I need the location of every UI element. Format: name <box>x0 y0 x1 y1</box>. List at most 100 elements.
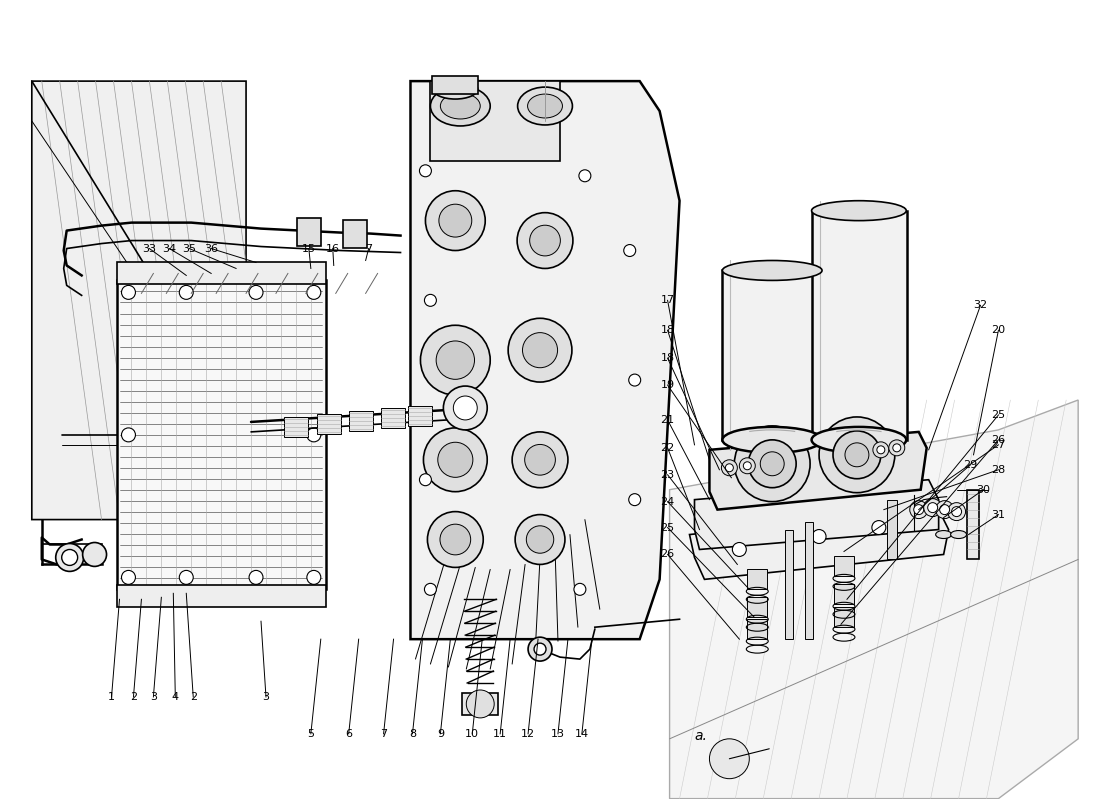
Text: 30: 30 <box>977 485 990 494</box>
Polygon shape <box>670 400 1078 798</box>
Circle shape <box>517 213 573 269</box>
Text: a.: a. <box>694 729 707 743</box>
Circle shape <box>121 286 135 299</box>
Text: 27: 27 <box>991 440 1005 450</box>
Ellipse shape <box>430 86 491 126</box>
Bar <box>747 570 767 590</box>
Bar <box>462 693 498 715</box>
Ellipse shape <box>936 530 952 538</box>
Circle shape <box>735 426 810 502</box>
Circle shape <box>425 583 437 595</box>
Ellipse shape <box>812 201 906 221</box>
Circle shape <box>436 341 474 379</box>
Text: 3: 3 <box>150 692 157 702</box>
Text: 2: 2 <box>189 692 197 702</box>
Bar <box>408 406 432 426</box>
Circle shape <box>419 474 431 486</box>
Circle shape <box>910 501 927 518</box>
Text: 20: 20 <box>991 326 1005 335</box>
Polygon shape <box>32 81 246 519</box>
Bar <box>430 81 560 161</box>
Text: 16: 16 <box>326 243 340 254</box>
Circle shape <box>179 570 194 584</box>
Circle shape <box>307 428 321 442</box>
Bar <box>343 220 366 247</box>
Text: 26: 26 <box>660 550 674 559</box>
Circle shape <box>579 170 591 182</box>
Circle shape <box>889 440 905 456</box>
Circle shape <box>924 498 942 517</box>
Circle shape <box>629 374 640 386</box>
Circle shape <box>877 446 884 454</box>
Bar <box>834 557 854 576</box>
Circle shape <box>508 318 572 382</box>
Circle shape <box>443 386 487 430</box>
Bar <box>317 414 341 434</box>
Circle shape <box>82 542 107 566</box>
Circle shape <box>914 505 924 514</box>
Circle shape <box>748 440 796 488</box>
Circle shape <box>121 570 135 584</box>
Circle shape <box>513 432 568 488</box>
Circle shape <box>426 190 485 250</box>
Circle shape <box>249 570 263 584</box>
Circle shape <box>947 502 966 521</box>
Circle shape <box>438 442 473 478</box>
Circle shape <box>515 514 565 565</box>
Text: 36: 36 <box>205 243 218 254</box>
Bar <box>117 262 326 285</box>
Bar <box>349 411 373 431</box>
Bar <box>117 586 326 607</box>
Circle shape <box>420 326 491 395</box>
Bar <box>117 281 326 590</box>
Text: 4: 4 <box>172 692 179 702</box>
Circle shape <box>466 690 494 718</box>
Text: 23: 23 <box>660 470 674 480</box>
Text: 29: 29 <box>964 460 978 470</box>
Circle shape <box>62 550 78 566</box>
Circle shape <box>419 165 431 177</box>
Text: 2: 2 <box>130 692 138 702</box>
Circle shape <box>526 526 553 554</box>
Circle shape <box>820 417 894 493</box>
Circle shape <box>952 506 961 517</box>
Text: 5: 5 <box>307 729 315 739</box>
Text: 8: 8 <box>409 729 416 739</box>
Bar <box>747 619 767 639</box>
Circle shape <box>725 464 734 472</box>
Text: 9: 9 <box>437 729 444 739</box>
Text: 25: 25 <box>991 410 1005 420</box>
Text: 17: 17 <box>660 295 674 306</box>
Circle shape <box>845 443 869 466</box>
Circle shape <box>872 521 886 534</box>
Bar <box>297 218 321 246</box>
Text: 31: 31 <box>991 510 1005 520</box>
Circle shape <box>530 226 560 256</box>
Circle shape <box>927 502 937 513</box>
Polygon shape <box>694 480 938 550</box>
Text: 25: 25 <box>660 522 674 533</box>
Text: 15: 15 <box>301 243 316 254</box>
Text: 18: 18 <box>660 353 674 363</box>
Circle shape <box>428 512 483 567</box>
Ellipse shape <box>528 94 562 118</box>
Circle shape <box>739 458 756 474</box>
Text: 14: 14 <box>575 729 589 739</box>
Ellipse shape <box>723 427 822 453</box>
Text: 10: 10 <box>465 729 480 739</box>
Circle shape <box>744 462 751 470</box>
Ellipse shape <box>812 427 906 453</box>
Ellipse shape <box>950 530 967 538</box>
Bar <box>723 270 822 440</box>
Text: 6: 6 <box>345 729 352 739</box>
Circle shape <box>179 286 194 299</box>
Bar <box>834 607 854 627</box>
Bar <box>805 522 813 639</box>
Circle shape <box>833 431 881 478</box>
Circle shape <box>56 543 84 571</box>
Text: 28: 28 <box>991 465 1005 474</box>
Circle shape <box>939 505 949 514</box>
Circle shape <box>525 445 556 475</box>
Ellipse shape <box>518 87 572 125</box>
Circle shape <box>440 524 471 555</box>
